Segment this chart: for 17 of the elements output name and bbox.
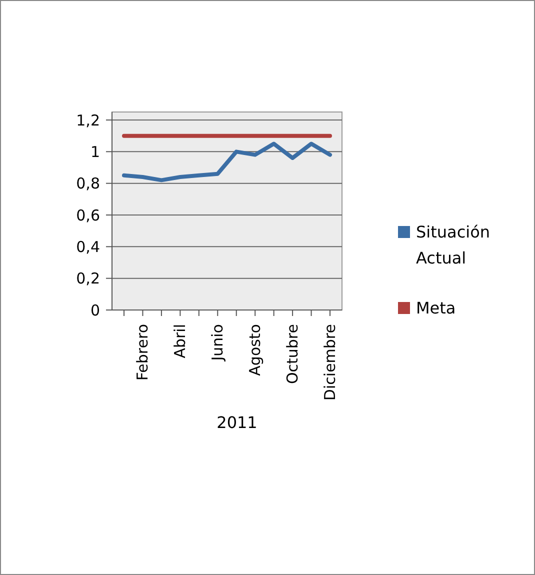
y-tick-label: 0,6: [76, 206, 100, 224]
x-tick-label: Abril: [171, 324, 190, 358]
legend-label: Meta: [416, 298, 456, 318]
line-series: [122, 142, 332, 182]
y-tick-label: 1,2: [76, 111, 100, 130]
x-tick-label: Junio: [208, 324, 227, 362]
y-tick-label: 0: [90, 301, 100, 320]
x-axis-title: 2011: [216, 413, 258, 432]
y-tick-label: 0,4: [76, 238, 100, 256]
y-tick-label: 1: [90, 142, 100, 161]
y-tick-label: 0,2: [76, 270, 100, 288]
x-tick-label: Agosto: [246, 324, 264, 376]
y-tick-label: 0,8: [76, 174, 100, 193]
x-tick-label: Febrero: [134, 324, 152, 381]
legend-label: Situación Actual: [416, 222, 490, 268]
x-tick-label: Octubre: [284, 324, 302, 384]
x-tick-label: Diciembre: [321, 324, 339, 401]
